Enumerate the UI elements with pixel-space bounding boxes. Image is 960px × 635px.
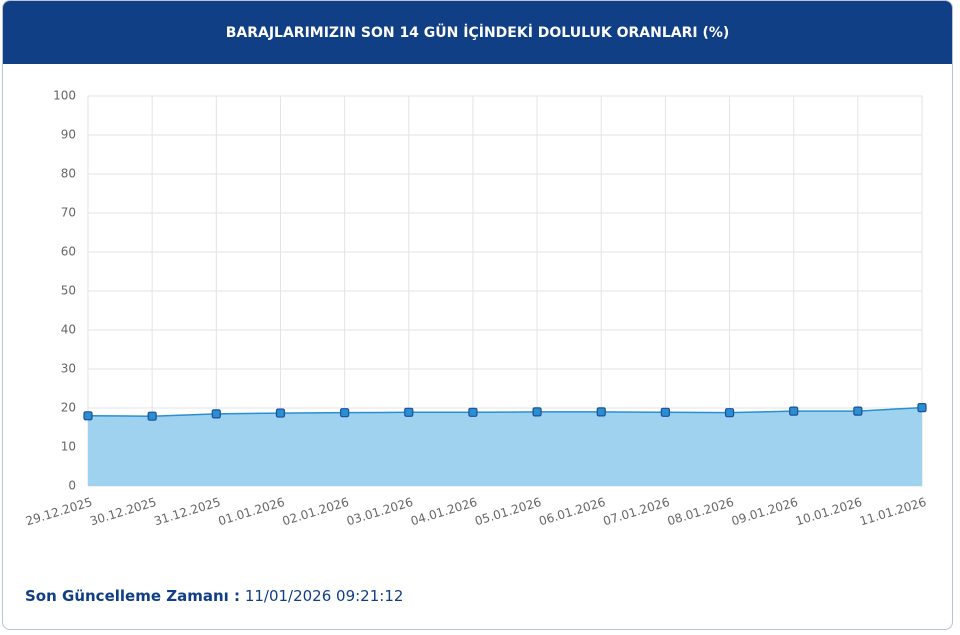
x-tick-label: 08.01.2026 xyxy=(666,495,736,528)
x-tick-label: 31.12.2025 xyxy=(152,495,222,528)
y-tick-label: 0 xyxy=(68,479,76,493)
marker xyxy=(853,406,863,416)
x-tick-label: 05.01.2026 xyxy=(473,495,543,528)
y-tick-label: 70 xyxy=(61,206,76,220)
x-tick-label: 03.01.2026 xyxy=(345,495,415,528)
area xyxy=(88,407,922,486)
footer-label: Son Güncelleme Zamanı : xyxy=(25,587,241,605)
x-tick-label: 30.12.2025 xyxy=(88,495,158,528)
marker xyxy=(596,407,606,417)
y-tick-label: 90 xyxy=(61,128,76,142)
marker xyxy=(532,407,542,417)
x-tick-label: 07.01.2026 xyxy=(601,495,671,528)
y-tick-label: 100 xyxy=(53,89,76,103)
marker xyxy=(340,408,350,418)
marker xyxy=(147,411,157,421)
marker xyxy=(275,408,286,418)
x-tick-label: 06.01.2026 xyxy=(537,495,607,528)
y-tick-label: 40 xyxy=(61,323,76,337)
marker xyxy=(917,403,927,413)
y-tick-label: 30 xyxy=(61,362,76,376)
marker xyxy=(789,406,799,416)
marker xyxy=(404,407,414,417)
marker xyxy=(660,407,670,417)
y-tick-label: 20 xyxy=(61,401,76,415)
marker xyxy=(211,409,221,419)
footer: Son Güncelleme Zamanı : 11/01/2026 09:21… xyxy=(25,587,403,605)
marker xyxy=(468,407,478,417)
chart-title: BARAJLARIMIZIN SON 14 GÜN İÇİNDEKİ DOLUL… xyxy=(225,24,730,41)
marker xyxy=(724,408,735,418)
marker xyxy=(83,411,93,421)
x-tick-label: 10.01.2026 xyxy=(794,495,864,528)
y-tick-label: 10 xyxy=(61,440,76,454)
y-tick-label: 60 xyxy=(61,245,76,259)
x-tick-label: 11.01.2026 xyxy=(858,495,928,528)
card-header: BARAJLARIMIZIN SON 14 GÜN İÇİNDEKİ DOLUL… xyxy=(3,1,952,64)
footer-value: 11/01/2026 09:21:12 xyxy=(244,587,404,605)
x-tick-label: 09.01.2026 xyxy=(730,495,800,528)
y-tick-label: 50 xyxy=(61,284,76,298)
line xyxy=(87,406,923,417)
x-tick-label: 01.01.2026 xyxy=(217,495,287,528)
x-tick-label: 29.12.2025 xyxy=(24,495,94,528)
x-tick-label: 02.01.2026 xyxy=(281,495,351,528)
y-tick-label: 80 xyxy=(61,167,76,181)
x-tick-label: 04.01.2026 xyxy=(409,495,479,528)
